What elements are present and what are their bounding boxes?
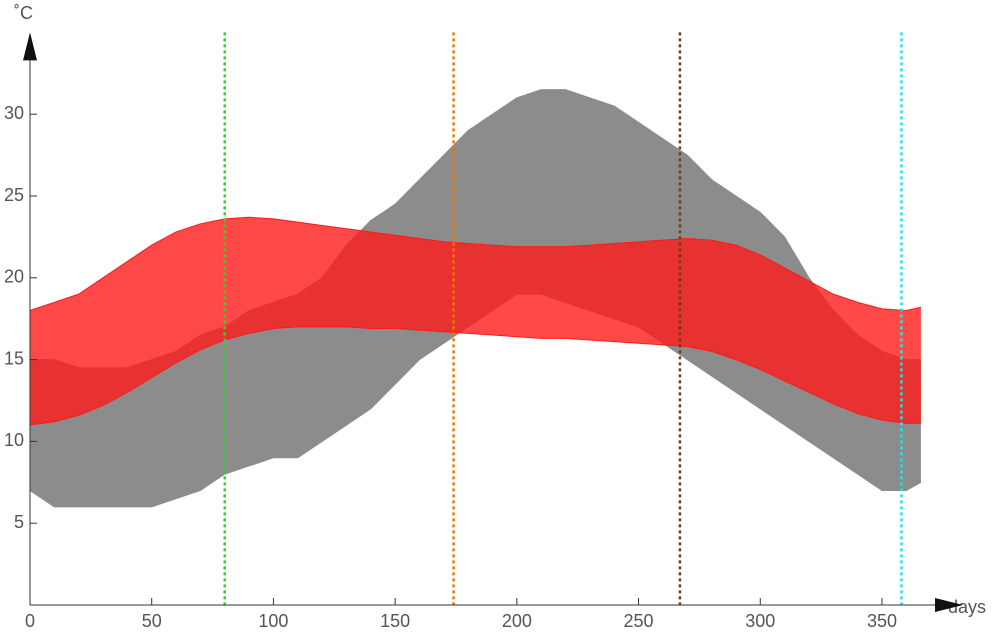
y-axis-arrow [23, 32, 37, 61]
x-tick-label: 100 [258, 611, 288, 631]
upper-line [29, 216, 922, 312]
y-tick-label: 30 [4, 103, 24, 123]
y-axis-label: ˚C [14, 3, 33, 23]
y-tick-label: 15 [4, 348, 24, 368]
x-tick-label: 150 [380, 611, 410, 631]
x-tick-label: 0 [25, 611, 35, 631]
x-tick-label: 50 [142, 611, 162, 631]
y-tick-label: 25 [4, 185, 24, 205]
lower-line [29, 326, 921, 426]
y-tick-label: 5 [14, 512, 24, 532]
x-tick-label: 350 [867, 611, 897, 631]
y-tick-label: 20 [4, 267, 24, 287]
x-tick-label: 200 [502, 611, 532, 631]
x-tick-label: 250 [624, 611, 654, 631]
range-area [30, 217, 921, 426]
y-tick-label: 10 [4, 430, 24, 450]
x-axis-label: days [948, 597, 986, 617]
x-axis-arrow [935, 598, 963, 612]
x-tick-label: 300 [745, 611, 775, 631]
